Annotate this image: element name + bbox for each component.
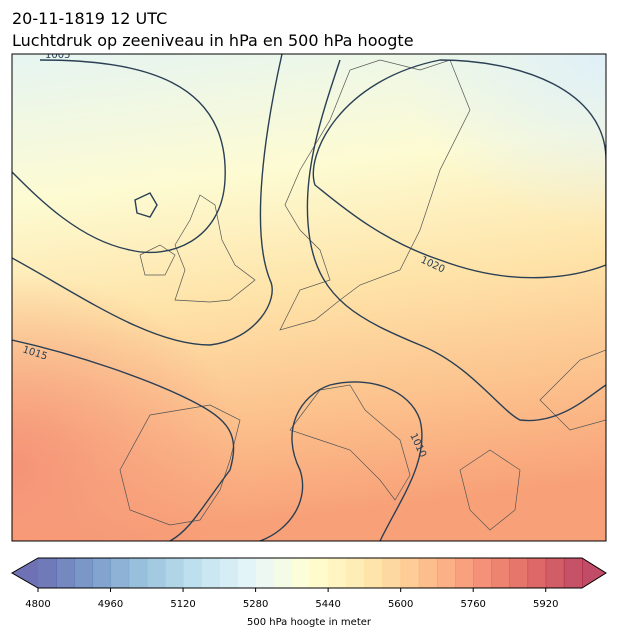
colorbar-tick-label: 4800 bbox=[25, 599, 50, 610]
colorbar-block bbox=[328, 558, 347, 588]
colorbar-block bbox=[491, 558, 510, 588]
colorbar-label: 500 hPa hoogte in meter bbox=[247, 617, 372, 628]
colorbar-block bbox=[382, 558, 402, 588]
colorbar: 4800 4960 5120 5280 5440 5600 5760 5920 bbox=[10, 557, 607, 610]
colorbar-tick-label: 5120 bbox=[170, 599, 195, 610]
colorbar-tick-label: 5280 bbox=[243, 599, 268, 610]
colorbar-block bbox=[418, 558, 438, 588]
colorbar-tick-label: 5760 bbox=[460, 599, 485, 610]
colorbar-extend bbox=[12, 558, 38, 588]
colorbar-tick-label: 5600 bbox=[388, 599, 413, 610]
colorbar-tick-label: 5920 bbox=[533, 599, 558, 610]
colorbar-extend bbox=[582, 558, 606, 588]
colorbar-block bbox=[400, 558, 420, 588]
colorbar-block bbox=[183, 558, 202, 588]
colorbar-tick-label: 5440 bbox=[315, 599, 340, 610]
colorbar-block bbox=[273, 558, 293, 588]
colorbar-block bbox=[527, 558, 547, 588]
colorbar-block bbox=[128, 558, 148, 588]
colorbar-block bbox=[473, 558, 492, 588]
colorbar-block bbox=[74, 558, 93, 588]
colorbar-block bbox=[346, 558, 365, 588]
colorbar-block bbox=[38, 558, 57, 588]
colorbar-block bbox=[436, 558, 456, 588]
colorbar-outline bbox=[10, 557, 607, 589]
map-frame bbox=[11, 53, 607, 542]
title: 20-11-1819 12 UTC bbox=[12, 9, 167, 28]
colorbar-block bbox=[56, 558, 75, 588]
colorbar-block bbox=[110, 558, 130, 588]
colorbar-block bbox=[146, 558, 166, 588]
colorbar-block bbox=[545, 558, 565, 588]
colorbar-block bbox=[563, 558, 583, 588]
subtitle: Luchtdruk op zeeniveau in hPa en 500 hPa… bbox=[12, 31, 414, 50]
colorbar-block bbox=[237, 558, 257, 588]
colorbar-block bbox=[164, 558, 184, 588]
isobar-label: 1005 bbox=[45, 50, 70, 61]
colorbar-block bbox=[310, 558, 329, 588]
colorbar-block bbox=[219, 558, 238, 588]
colorbar-block bbox=[201, 558, 220, 588]
colorbar-block bbox=[455, 558, 474, 588]
colorbar-block bbox=[255, 558, 275, 588]
map: 1005 1020 1015 1010 bbox=[12, 50, 606, 541]
colorbar-block bbox=[92, 558, 112, 588]
colorbar-tick-label: 4960 bbox=[98, 599, 123, 610]
colorbar-block bbox=[291, 558, 311, 588]
colorbar-block bbox=[364, 558, 384, 588]
colorbar-block bbox=[509, 558, 529, 588]
